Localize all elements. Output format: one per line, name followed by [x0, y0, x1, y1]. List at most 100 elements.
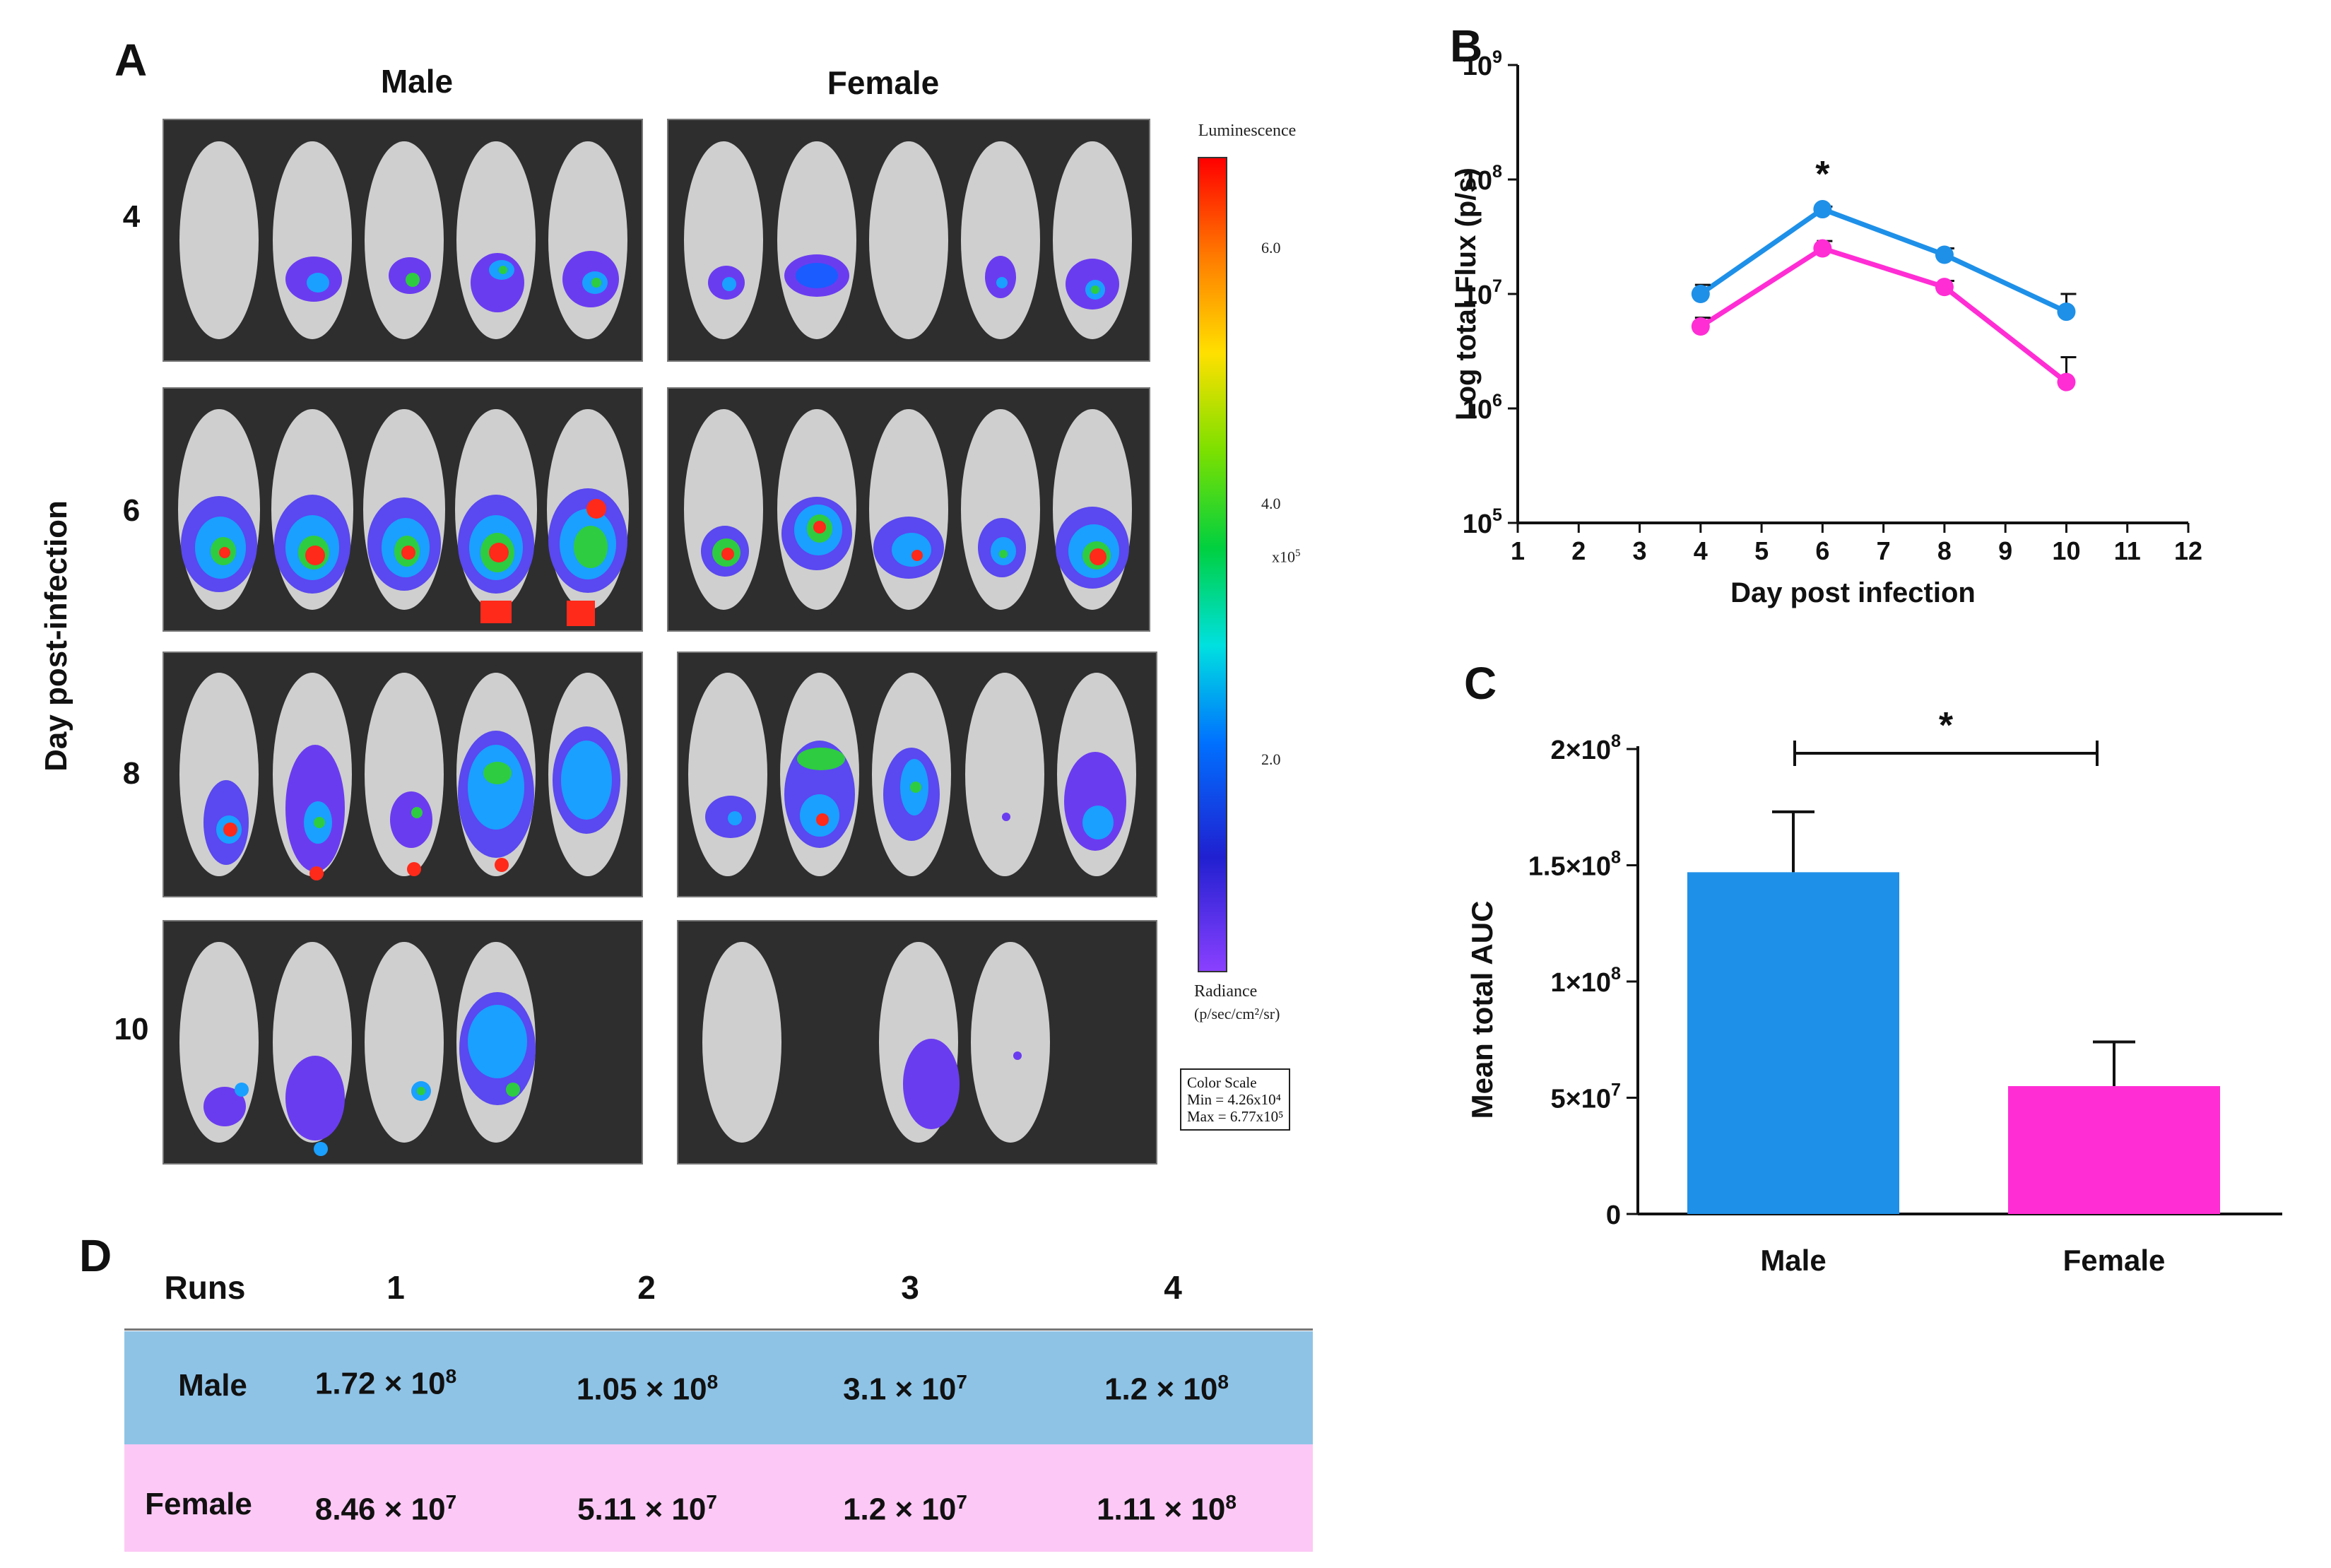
panel-c-letter: C — [1464, 658, 1497, 709]
data-point-female-day-10 — [2057, 372, 2076, 391]
significance-star-c: * — [1939, 705, 1954, 746]
x-tick-label-12: 12 — [2174, 536, 2202, 565]
y-axis-title: Log total Flux (p/s) — [1451, 167, 1482, 420]
male-day8-mice — [179, 673, 627, 880]
y-tick-label-1e6: 106 — [1463, 391, 1502, 425]
male-day4-image — [163, 119, 643, 362]
day-label-8: 8 — [122, 756, 141, 791]
cell-female-run-2: 5.11 × 107 — [577, 1491, 717, 1527]
table-header-run-1: 1 — [386, 1269, 405, 1306]
data-point-male-day-8 — [1935, 245, 1954, 264]
male-column-label: Male — [380, 63, 454, 100]
female-day4-image — [667, 119, 1150, 362]
table-row-female: Female 8.46 × 107 5.11 × 107 1.2 × 107 1… — [124, 1444, 1313, 1552]
y-tick-label-200000000: 2×108 — [1550, 731, 1621, 765]
y-tick-label-50000000: 5×107 — [1550, 1080, 1621, 1114]
significance-star-b: * — [1815, 154, 1830, 195]
table-header-runs: Runs — [164, 1269, 246, 1306]
y-tick-label-1e5: 105 — [1463, 505, 1502, 539]
male-day6-mice — [178, 409, 629, 626]
x-tick-label-6: 6 — [1815, 536, 1829, 565]
row-label-female: Female — [145, 1487, 252, 1521]
female-day4-mice — [684, 141, 1132, 339]
female-day10-mice — [702, 942, 1050, 1143]
bar-male — [1687, 872, 1899, 1214]
x-tick-label-4: 4 — [1694, 536, 1708, 565]
female-column-label: Female — [827, 64, 940, 101]
radiance-units: (p/sec/cm²/sr) — [1194, 1005, 1280, 1022]
x-tick-label-2: 2 — [1571, 536, 1586, 565]
cell-male-run-4: 1.2 × 108 — [1104, 1371, 1229, 1407]
female-day8-image — [677, 652, 1157, 897]
data-point-male-day-10 — [2057, 302, 2076, 322]
male-day6-image — [163, 387, 643, 632]
female-day6-mice — [684, 409, 1132, 610]
colorbar-tick-2: 2.0 — [1261, 750, 1281, 768]
color-scale-box: Color Scale Min = 4.26x10⁴ Max = 6.77x10… — [1180, 1068, 1291, 1131]
panel-a-y-title: Day post-infection — [39, 500, 73, 772]
colorbar-tick-4: 4.0 — [1261, 495, 1281, 512]
panel-a-letter: A — [114, 35, 148, 86]
male-day10-mice — [179, 942, 536, 1156]
radiance-label: Radiance — [1194, 982, 1258, 1001]
cell-male-run-1: 1.72 × 108 — [314, 1365, 457, 1401]
x-tick-label-3: 3 — [1633, 536, 1647, 565]
cell-female-run-1: 8.46 × 107 — [314, 1491, 457, 1527]
data-point-female-day-6 — [1813, 239, 1832, 258]
data-point-female-day-4 — [1691, 317, 1710, 336]
x-tick-label-11: 11 — [2114, 536, 2141, 565]
series-line-male — [1699, 206, 2067, 314]
data-point-male-day-4 — [1691, 285, 1710, 303]
series-line-female — [1699, 245, 2068, 384]
female-day10-image — [677, 920, 1157, 1165]
y-tick-label-100000000: 1×108 — [1550, 964, 1621, 998]
panel-b-letter: B — [1450, 20, 1483, 71]
day-label-10: 10 — [114, 1012, 149, 1047]
colorbar-title: Luminescence — [1198, 122, 1297, 140]
female-day6-image — [667, 387, 1150, 632]
cell-male-run-3: 3.1 × 107 — [843, 1371, 967, 1407]
row-label-male: Male — [178, 1368, 247, 1403]
male-day8-image — [163, 652, 643, 897]
day-label-4: 4 — [122, 199, 141, 234]
panel-d-letter: D — [79, 1230, 112, 1281]
data-point-male-day-6 — [1813, 200, 1832, 219]
color-scale-max: Max = 6.77x10⁵ — [1187, 1108, 1284, 1125]
y-tick-label-150000000: 1.5×108 — [1528, 847, 1621, 881]
male-day4-mice — [179, 141, 627, 339]
color-scale-title: Color Scale — [1187, 1074, 1257, 1091]
day-label-6: 6 — [122, 493, 141, 528]
colorbar — [1198, 157, 1227, 972]
x-tick-label-10: 10 — [2052, 536, 2080, 565]
color-scale-min: Min = 4.26x10⁴ — [1187, 1091, 1281, 1108]
y-tick-label-0: 0 — [1606, 1201, 1621, 1230]
table-header-run-3: 3 — [901, 1269, 919, 1306]
x-tick-label-female: Female — [2063, 1244, 2166, 1277]
x-tick-label-1: 1 — [1511, 536, 1525, 565]
x-tick-label-7: 7 — [1877, 536, 1891, 565]
x-tick-label-9: 9 — [1998, 536, 2012, 565]
table-header-run-2: 2 — [637, 1269, 656, 1306]
cell-male-run-2: 1.05 × 108 — [576, 1371, 719, 1407]
table-row-male: Male 1.72 × 108 1.05 × 108 3.1 × 107 1.2… — [124, 1331, 1313, 1444]
auc-bar-chart: 0 5×107 1×108 1.5×108 2×108 Mean total AUC Mal… — [1465, 705, 2282, 1277]
colorbar-tick-6: 6.0 — [1261, 239, 1281, 257]
male-day10-image — [163, 920, 643, 1165]
x-tick-label-8: 8 — [1937, 536, 1952, 565]
data-point-female-day-8 — [1935, 278, 1954, 297]
cell-female-run-4: 1.11 × 108 — [1097, 1491, 1237, 1527]
y-tick-label-1e8: 108 — [1463, 162, 1502, 196]
bar-female — [2008, 1086, 2220, 1214]
x-tick-label-male: Male — [1760, 1244, 1826, 1277]
female-day8-mice — [688, 673, 1136, 876]
cell-female-run-3: 1.2 × 107 — [843, 1491, 967, 1527]
colorbar-multiplier: x105 — [1272, 548, 1301, 566]
table-divider — [124, 1328, 1313, 1331]
x-axis-title: Day post infection — [1730, 577, 1976, 608]
table-header-run-4: 4 — [1164, 1269, 1182, 1306]
x-tick-label-5: 5 — [1754, 536, 1769, 565]
y-tick-label-1e9: 109 — [1463, 47, 1502, 81]
y-axis-title: Mean total AUC — [1465, 901, 1499, 1119]
y-tick-label-1e7: 107 — [1463, 276, 1502, 310]
